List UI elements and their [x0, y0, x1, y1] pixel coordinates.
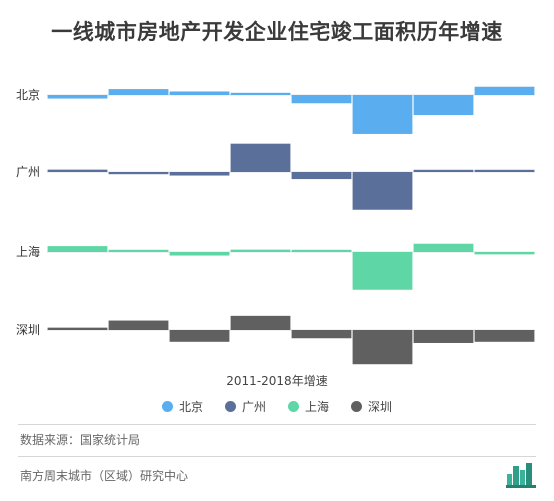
chart-title: 一线城市房地产开发企业住宅竣工面积历年增速	[51, 20, 503, 44]
bar-shanghai-2012[interactable]	[108, 249, 169, 252]
divider-bottom	[18, 456, 536, 457]
legend-item-shenzhen[interactable]: 深圳	[351, 398, 392, 415]
legend-item-beijing[interactable]: 北京	[161, 398, 203, 415]
brand-logo-icon	[506, 463, 536, 488]
row-label-shanghai: 上海	[16, 244, 40, 259]
bar-shenzhen-2012[interactable]	[108, 320, 169, 330]
bar-guangzhou-2018[interactable]	[474, 169, 535, 172]
bar-guangzhou-2016[interactable]	[352, 172, 413, 210]
legend-item-guangzhou[interactable]: 广州	[224, 398, 266, 415]
bar-beijing-2015[interactable]	[291, 95, 352, 104]
bar-shanghai-2017[interactable]	[413, 243, 474, 252]
row-label-beijing: 北京	[16, 88, 40, 102]
data-source: 数据来源：国家统计局	[20, 433, 141, 447]
legend-dot-shanghai	[288, 401, 299, 412]
bar-shanghai-2013[interactable]	[169, 252, 230, 256]
legend-label-shenzhen: 深圳	[368, 400, 393, 414]
bar-guangzhou-2012[interactable]	[108, 172, 169, 175]
bar-beijing-2017[interactable]	[413, 95, 474, 116]
bar-guangzhou-2013[interactable]	[169, 172, 230, 176]
bar-beijing-2018[interactable]	[474, 86, 535, 95]
divider-top	[18, 424, 536, 425]
bar-shenzhen-2018[interactable]	[474, 330, 535, 342]
bar-guangzhou-2011[interactable]	[47, 169, 108, 172]
legend-label-shanghai: 上海	[305, 400, 330, 414]
bar-beijing-2012[interactable]	[108, 89, 169, 95]
bar-shenzhen-2013[interactable]	[169, 330, 230, 342]
bar-shenzhen-2014[interactable]	[230, 315, 291, 330]
legend-label-guangzhou: 广州	[241, 400, 266, 414]
bar-guangzhou-2017[interactable]	[413, 169, 474, 172]
row-label-shenzhen: 深圳	[16, 323, 40, 337]
legend-label-beijing: 北京	[178, 400, 203, 414]
row-label-guangzhou: 广州	[16, 165, 40, 179]
bar-shanghai-2011[interactable]	[47, 246, 108, 252]
bar-shenzhen-2015[interactable]	[291, 330, 352, 339]
bar-shenzhen-2016[interactable]	[352, 330, 413, 365]
x-axis-label: 2011-2018年增速	[226, 374, 328, 388]
legend-dot-shenzhen	[351, 401, 363, 412]
legend: 北京 广州 上海 深圳	[0, 398, 554, 415]
legend-dot-guangzhou	[224, 401, 236, 412]
bar-shanghai-2018[interactable]	[474, 252, 535, 255]
bar-shanghai-2015[interactable]	[291, 249, 352, 252]
bar-beijing-2013[interactable]	[169, 91, 230, 95]
bar-beijing-2011[interactable]	[47, 95, 108, 99]
bar-shanghai-2014[interactable]	[230, 249, 291, 252]
footer-credit: 南方周末城市（区域）研究中心	[20, 469, 189, 483]
legend-dot-beijing	[161, 401, 173, 412]
legend-item-shanghai[interactable]: 上海	[288, 398, 329, 415]
bar-shanghai-2016[interactable]	[352, 252, 413, 290]
bar-shenzhen-2011[interactable]	[47, 327, 108, 330]
bar-shenzhen-2017[interactable]	[413, 330, 474, 343]
bar-beijing-2014[interactable]	[230, 92, 291, 95]
bar-guangzhou-2014[interactable]	[230, 143, 291, 172]
bar-guangzhou-2015[interactable]	[291, 172, 352, 180]
bar-beijing-2016[interactable]	[352, 95, 413, 134]
